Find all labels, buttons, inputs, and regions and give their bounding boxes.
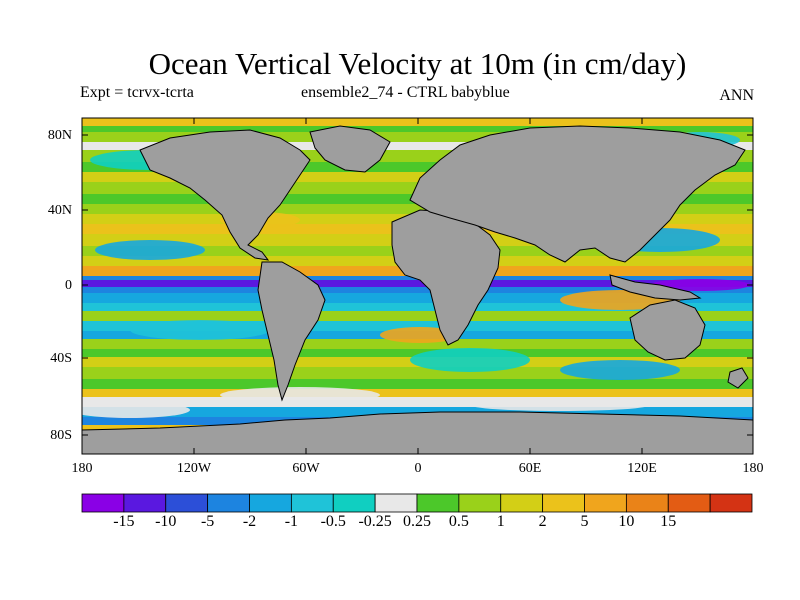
season-label: ANN (719, 87, 754, 104)
lon-tick-label: 120E (627, 461, 657, 476)
colorbar-label: -5 (200, 513, 215, 530)
colorbar-swatch (374, 493, 418, 513)
velocity-band (82, 142, 753, 150)
velocity-band (82, 349, 753, 357)
velocity-patch (130, 320, 270, 340)
colorbar-label: 0.5 (448, 513, 469, 530)
lat-tick-label: 40S (50, 351, 72, 366)
velocity-band (82, 280, 753, 287)
colorbar-label: 10 (618, 513, 635, 530)
colorbar-swatch (332, 493, 376, 513)
colorbar-swatch (458, 493, 502, 513)
colorbar-label: 1 (496, 513, 505, 530)
velocity-band (82, 379, 753, 389)
velocity-patch (82, 402, 190, 418)
lon-tick-label: 60W (292, 461, 320, 476)
landmass (629, 299, 706, 361)
velocity-band (82, 407, 753, 417)
colorbar-label: 15 (660, 513, 677, 530)
landmass (727, 367, 749, 389)
lat-tick-label: 80N (47, 128, 72, 143)
lat-tick-label: 40N (47, 203, 72, 218)
colorbar (81, 493, 753, 513)
velocity-band (82, 204, 753, 214)
lat-tick-label: 0 (65, 278, 72, 293)
velocity-patch (410, 348, 530, 372)
colorbar-label: -0.25 (358, 513, 392, 530)
colorbar-swatch (207, 493, 250, 513)
velocity-band (82, 132, 753, 142)
landmasses (82, 125, 753, 454)
lon-tick-label: 60E (518, 461, 542, 476)
colorbar-swatch (542, 493, 585, 513)
ensemble-label: ensemble2_74 - CTRL babyblue (301, 84, 510, 101)
velocity-band (82, 303, 753, 311)
colorbar-swatch (500, 493, 544, 513)
axis-ticks (81, 118, 754, 454)
velocity-band (82, 339, 753, 349)
colorbar-swatch (249, 493, 292, 513)
colorbar-swatch (290, 493, 334, 513)
velocity-patch (470, 399, 650, 411)
lat-tick-label: 80S (50, 428, 72, 443)
colorbar-swatch (81, 493, 125, 513)
velocity-band (82, 293, 753, 303)
landmass (409, 125, 746, 263)
map-title: Ocean Vertical Velocity at 10m (in cm/da… (148, 46, 687, 81)
colorbar-label: 5 (580, 513, 589, 530)
landmass (139, 129, 311, 261)
velocity-band (82, 311, 753, 321)
landmass (309, 125, 391, 173)
colorbar-label: -0.5 (320, 513, 346, 530)
velocity-band (82, 389, 753, 397)
colorbar-label: -1 (284, 513, 299, 530)
velocity-band (82, 287, 753, 293)
landmass (82, 411, 753, 454)
colorbar-swatch (625, 493, 669, 513)
colorbar-label: 2 (538, 513, 547, 530)
lon-tick-label: 120W (176, 461, 212, 476)
colorbar-swatch (123, 493, 167, 513)
velocity-band (82, 321, 753, 331)
velocity-band (82, 162, 753, 172)
colorbar-label: -10 (155, 513, 177, 530)
colorbar-swatch (416, 493, 460, 513)
velocity-patch (220, 387, 380, 403)
velocity-patch (560, 360, 680, 380)
landmass (609, 274, 702, 301)
colorbar-swatch (584, 493, 627, 513)
colorbar-label: -15 (113, 513, 135, 530)
lon-tick-label: 180 (742, 461, 764, 476)
colorbar-label: -2 (242, 513, 257, 530)
velocity-band (82, 126, 753, 132)
colorbar-label: 0.25 (403, 513, 431, 530)
lon-tick-label: 0 (414, 461, 422, 476)
velocity-patch (95, 240, 205, 260)
landmass (257, 261, 326, 402)
colorbar-swatch (165, 493, 209, 513)
velocity-band (82, 397, 753, 407)
colorbar-swatch (709, 493, 753, 513)
lon-tick-label: 180 (71, 461, 93, 476)
colorbar-swatch (667, 493, 711, 513)
velocity-band (82, 172, 753, 182)
experiment-label: Expt = tcrvx-tcrta (80, 84, 194, 101)
